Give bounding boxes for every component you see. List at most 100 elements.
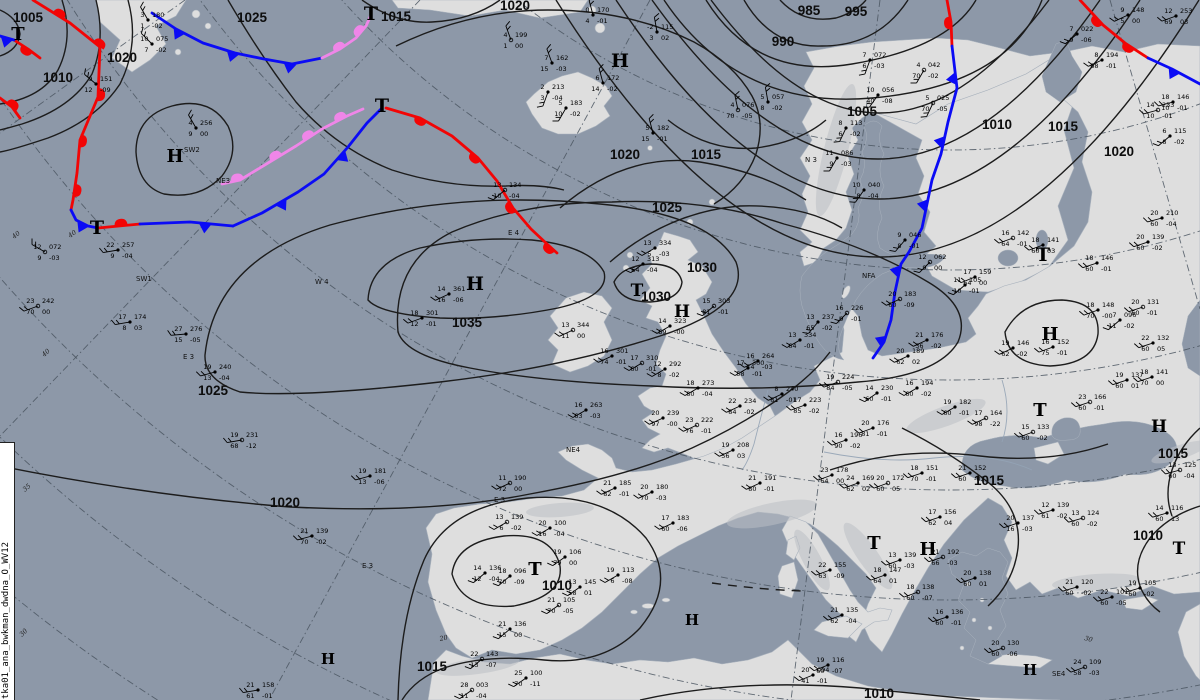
svg-text:253: 253 bbox=[1180, 7, 1192, 15]
svg-text:3: 3 bbox=[540, 94, 544, 102]
svg-text:9: 9 bbox=[839, 315, 843, 323]
station-plot: 18 148 70 -00 bbox=[1079, 301, 1114, 320]
svg-text:213: 213 bbox=[552, 83, 564, 91]
svg-text:301: 301 bbox=[616, 347, 628, 355]
svg-text:18: 18 bbox=[910, 464, 918, 472]
front-symbol-crescent bbox=[231, 173, 245, 182]
isobar-line bbox=[1167, 427, 1200, 517]
front-symbol-crescent bbox=[20, 45, 33, 56]
svg-text:76: 76 bbox=[685, 427, 693, 435]
svg-text:072: 072 bbox=[49, 243, 61, 251]
svg-text:60: 60 bbox=[963, 580, 971, 588]
svg-text:-04: -04 bbox=[1166, 220, 1177, 228]
svg-text:-04: -04 bbox=[122, 252, 133, 260]
svg-text:210: 210 bbox=[1166, 209, 1178, 217]
svg-text:313: 313 bbox=[647, 255, 659, 263]
low-center-label: T bbox=[1173, 539, 1186, 559]
station-plot: 8 113 6 -02 bbox=[833, 119, 862, 143]
svg-text:086: 086 bbox=[841, 149, 853, 157]
svg-text:22: 22 bbox=[818, 561, 826, 569]
station-plot: 22 143 13 -07 bbox=[464, 650, 498, 670]
station-plot: 21 158 61 -01 bbox=[239, 681, 274, 700]
station-plot: 17 223 85 -02 bbox=[786, 396, 821, 415]
svg-text:-01: -01 bbox=[969, 287, 980, 295]
svg-text:21: 21 bbox=[748, 474, 756, 482]
svg-text:4: 4 bbox=[916, 61, 920, 69]
station-plot: 12 292 8 -02 bbox=[646, 360, 681, 379]
svg-text:062: 062 bbox=[934, 253, 946, 261]
front-symbol-triangle bbox=[275, 198, 287, 211]
svg-text:-02: -02 bbox=[1037, 434, 1048, 442]
svg-text:132: 132 bbox=[1157, 334, 1169, 342]
svg-text:64: 64 bbox=[873, 577, 881, 585]
front-symbol-triangle bbox=[226, 50, 240, 62]
svg-text:82: 82 bbox=[603, 490, 611, 498]
station-plot: 4 042 70 -02 bbox=[910, 61, 940, 84]
svg-text:22: 22 bbox=[470, 650, 478, 658]
svg-text:124: 124 bbox=[1087, 509, 1099, 517]
svg-text:-00: -00 bbox=[674, 328, 685, 336]
svg-text:-02: -02 bbox=[921, 390, 932, 398]
svg-text:60: 60 bbox=[1031, 247, 1039, 255]
land-islet bbox=[594, 22, 606, 34]
svg-text:60: 60 bbox=[935, 619, 943, 627]
svg-text:143: 143 bbox=[486, 650, 498, 658]
svg-text:-02: -02 bbox=[1057, 512, 1068, 520]
wind-report-label: E 4 bbox=[508, 229, 520, 237]
svg-text:00: 00 bbox=[577, 332, 585, 340]
svg-text:075: 075 bbox=[156, 35, 168, 43]
svg-text:151: 151 bbox=[926, 464, 938, 472]
station-plot: 18 301 12 -01 bbox=[403, 309, 438, 328]
svg-text:180: 180 bbox=[152, 11, 164, 19]
svg-text:9: 9 bbox=[37, 254, 41, 262]
svg-text:194: 194 bbox=[921, 379, 933, 387]
front-symbol-crescent bbox=[6, 99, 19, 111]
station-plot: 16 152 75 -01 bbox=[1034, 338, 1069, 357]
svg-text:19: 19 bbox=[1128, 579, 1136, 587]
svg-text:60: 60 bbox=[991, 650, 999, 658]
svg-text:6: 6 bbox=[838, 130, 842, 138]
station-plot: 9 046 8 -01 bbox=[889, 231, 921, 252]
svg-text:-05: -05 bbox=[190, 336, 201, 344]
svg-text:14: 14 bbox=[1155, 504, 1163, 512]
svg-text:3: 3 bbox=[140, 11, 144, 19]
relief-taurus bbox=[1052, 573, 1140, 591]
svg-text:70: 70 bbox=[726, 112, 734, 120]
svg-text:18: 18 bbox=[873, 566, 881, 574]
front-symbol-crescent bbox=[1122, 42, 1135, 53]
pressure-label: 1020 bbox=[500, 0, 530, 13]
svg-text:182: 182 bbox=[959, 398, 971, 406]
svg-text:16: 16 bbox=[538, 530, 546, 538]
svg-text:60: 60 bbox=[865, 395, 873, 403]
svg-text:158: 158 bbox=[262, 681, 274, 689]
station-plot: 0 170 4 -01 bbox=[585, 0, 609, 25]
station-plot: 16 142 64 -01 bbox=[994, 229, 1029, 248]
svg-text:70: 70 bbox=[910, 475, 918, 483]
station-plot: 24 169 62 02 bbox=[839, 474, 874, 493]
svg-text:13: 13 bbox=[568, 578, 576, 586]
station-plot: 19 116 60 -07 bbox=[809, 656, 844, 675]
svg-text:-01: -01 bbox=[786, 396, 797, 404]
svg-text:20: 20 bbox=[1006, 514, 1014, 522]
wind-report-label: W 4 bbox=[315, 278, 329, 286]
svg-text:-05: -05 bbox=[937, 105, 948, 113]
land-aegean-islet bbox=[965, 581, 971, 587]
station-plot: 16 196 90 -02 bbox=[827, 431, 862, 450]
svg-text:057: 057 bbox=[772, 93, 784, 101]
svg-text:7: 7 bbox=[862, 51, 866, 59]
front-symbol-triangle bbox=[0, 36, 14, 48]
station-plot: 13 139 6 -02 bbox=[488, 513, 523, 532]
station-plot: 19 224 84 -05 bbox=[819, 373, 854, 392]
svg-text:58: 58 bbox=[736, 370, 744, 378]
svg-text:62: 62 bbox=[896, 358, 904, 366]
station-plot: 18 141 70 00 bbox=[1132, 368, 1168, 387]
svg-text:4: 4 bbox=[730, 101, 734, 109]
svg-text:17: 17 bbox=[118, 313, 126, 321]
svg-text:16: 16 bbox=[835, 304, 843, 312]
svg-text:-02: -02 bbox=[850, 442, 861, 450]
svg-text:-01: -01 bbox=[597, 17, 608, 25]
svg-text:27: 27 bbox=[174, 325, 182, 333]
svg-text:-00: -00 bbox=[667, 420, 678, 428]
svg-text:6: 6 bbox=[1162, 127, 1166, 135]
